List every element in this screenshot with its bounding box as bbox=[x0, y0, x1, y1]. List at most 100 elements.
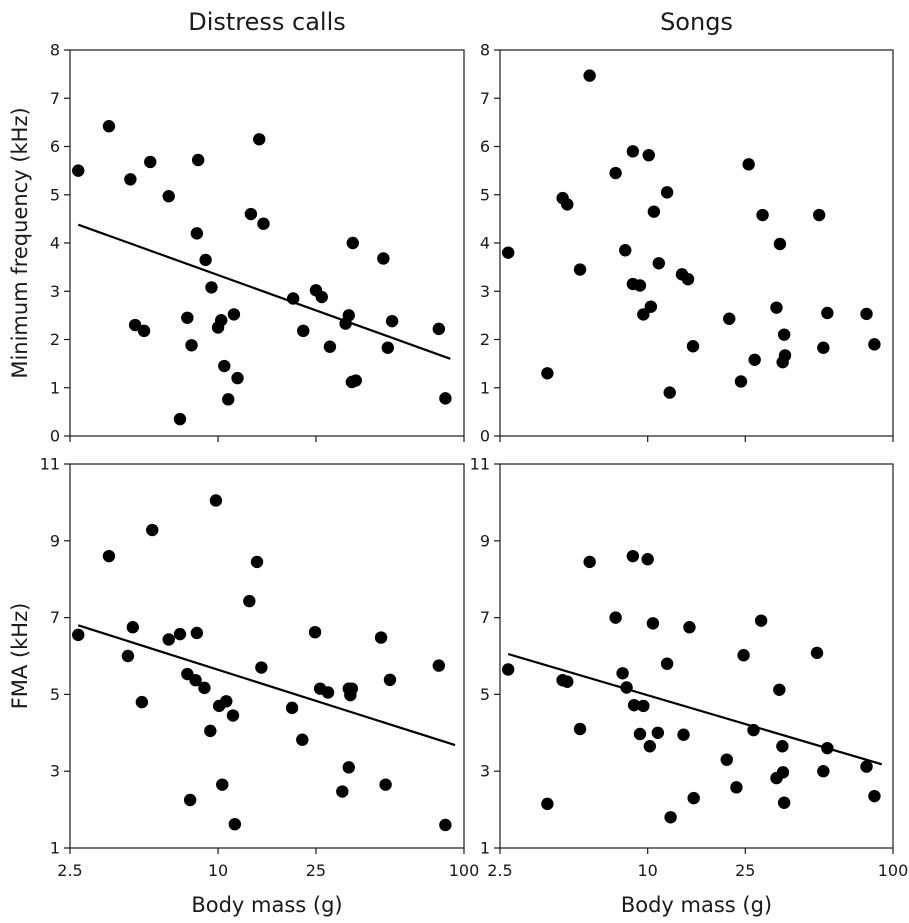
data-point bbox=[439, 392, 452, 405]
data-point bbox=[374, 631, 388, 644]
data-point bbox=[345, 682, 359, 695]
data-point bbox=[243, 594, 256, 608]
data-point bbox=[342, 761, 355, 774]
data-point bbox=[821, 741, 834, 755]
data-point bbox=[308, 625, 322, 639]
y-tick-label: 7 bbox=[50, 608, 60, 627]
data-point bbox=[652, 257, 666, 270]
y-tick-label: 5 bbox=[50, 185, 60, 204]
data-point bbox=[646, 617, 660, 630]
data-point bbox=[215, 314, 228, 327]
data-point bbox=[173, 627, 187, 641]
data-point bbox=[812, 208, 826, 222]
data-point bbox=[683, 621, 696, 634]
data-point bbox=[573, 722, 587, 736]
data-point bbox=[432, 659, 446, 672]
data-point bbox=[616, 667, 629, 680]
data-point bbox=[642, 148, 655, 162]
y-axis-label: Minimum frequency (kHz) bbox=[8, 107, 32, 378]
data-point bbox=[383, 673, 397, 687]
y-tick-label: 11 bbox=[40, 455, 60, 474]
data-point bbox=[190, 626, 204, 640]
regression-line bbox=[77, 223, 451, 360]
y-tick-label: 7 bbox=[50, 89, 60, 108]
data-point bbox=[573, 263, 587, 276]
data-point bbox=[173, 412, 187, 426]
y-tick-label: 8 bbox=[480, 41, 490, 60]
data-point bbox=[228, 817, 242, 831]
data-point bbox=[664, 811, 677, 824]
data-point bbox=[677, 728, 690, 741]
panel-distress-fma: 1 3 5 7 9 11 2.5 10 25 100 Body mass (g) FMA (kHz) bbox=[8, 455, 479, 918]
data-point bbox=[737, 649, 750, 662]
data-point bbox=[432, 322, 446, 336]
data-point bbox=[72, 628, 85, 642]
data-point bbox=[626, 549, 640, 563]
y-tick-label: 9 bbox=[480, 531, 490, 550]
data-point bbox=[561, 675, 574, 688]
data-point bbox=[868, 789, 881, 803]
data-point bbox=[501, 246, 515, 259]
y-tick-label: 8 bbox=[50, 41, 60, 60]
data-point bbox=[810, 646, 824, 660]
data-point bbox=[773, 683, 786, 696]
y-tick-label: 6 bbox=[50, 137, 60, 156]
data-point bbox=[377, 252, 390, 265]
x-tick-label: 10 bbox=[208, 861, 228, 880]
data-point bbox=[754, 614, 768, 627]
data-point bbox=[633, 727, 647, 741]
data-point bbox=[620, 681, 633, 694]
x-axis-label: Body mass (g) bbox=[191, 893, 342, 917]
data-point bbox=[541, 797, 554, 811]
data-point bbox=[349, 374, 362, 387]
x-tick-label: 2.5 bbox=[487, 861, 512, 880]
data-point bbox=[346, 236, 359, 250]
data-point bbox=[185, 339, 198, 352]
data-point bbox=[286, 292, 300, 305]
data-point bbox=[637, 308, 650, 321]
data-point bbox=[860, 760, 873, 773]
data-point bbox=[770, 301, 783, 314]
data-point bbox=[146, 523, 159, 537]
data-point bbox=[323, 340, 337, 353]
data-point bbox=[227, 308, 241, 321]
data-point bbox=[137, 324, 151, 338]
data-point bbox=[250, 555, 264, 569]
x-tick-label: 25 bbox=[735, 861, 755, 880]
data-point bbox=[609, 611, 622, 624]
data-point bbox=[315, 290, 328, 304]
data-point bbox=[255, 661, 268, 674]
y-tick-label: 2 bbox=[50, 330, 60, 349]
data-point bbox=[817, 341, 830, 354]
data-point bbox=[216, 778, 229, 791]
data-point bbox=[342, 309, 355, 322]
data-point bbox=[633, 279, 647, 292]
y-tick-label: 5 bbox=[50, 685, 60, 704]
data-point bbox=[663, 386, 676, 399]
data-point bbox=[385, 314, 399, 328]
y-tick-label: 1 bbox=[480, 378, 490, 397]
regression-line bbox=[507, 653, 883, 766]
y-tick-label: 1 bbox=[50, 839, 60, 858]
data-point bbox=[773, 237, 787, 251]
data-point bbox=[204, 724, 217, 738]
data-point bbox=[647, 205, 661, 218]
data-point bbox=[102, 549, 116, 563]
data-point bbox=[619, 244, 632, 257]
data-point bbox=[756, 208, 769, 222]
data-point bbox=[135, 695, 149, 709]
data-point bbox=[742, 158, 755, 171]
y-tick-label: 2 bbox=[480, 330, 490, 349]
y-tick-label: 4 bbox=[480, 234, 490, 253]
data-point bbox=[191, 153, 205, 167]
data-point bbox=[723, 312, 736, 325]
data-point bbox=[253, 133, 266, 146]
data-point bbox=[609, 166, 622, 180]
plot-frame bbox=[69, 463, 465, 849]
y-tick-label: 4 bbox=[50, 234, 60, 253]
data-point bbox=[189, 673, 202, 687]
data-point bbox=[776, 766, 790, 779]
data-point bbox=[748, 353, 761, 366]
data-point bbox=[821, 306, 834, 320]
